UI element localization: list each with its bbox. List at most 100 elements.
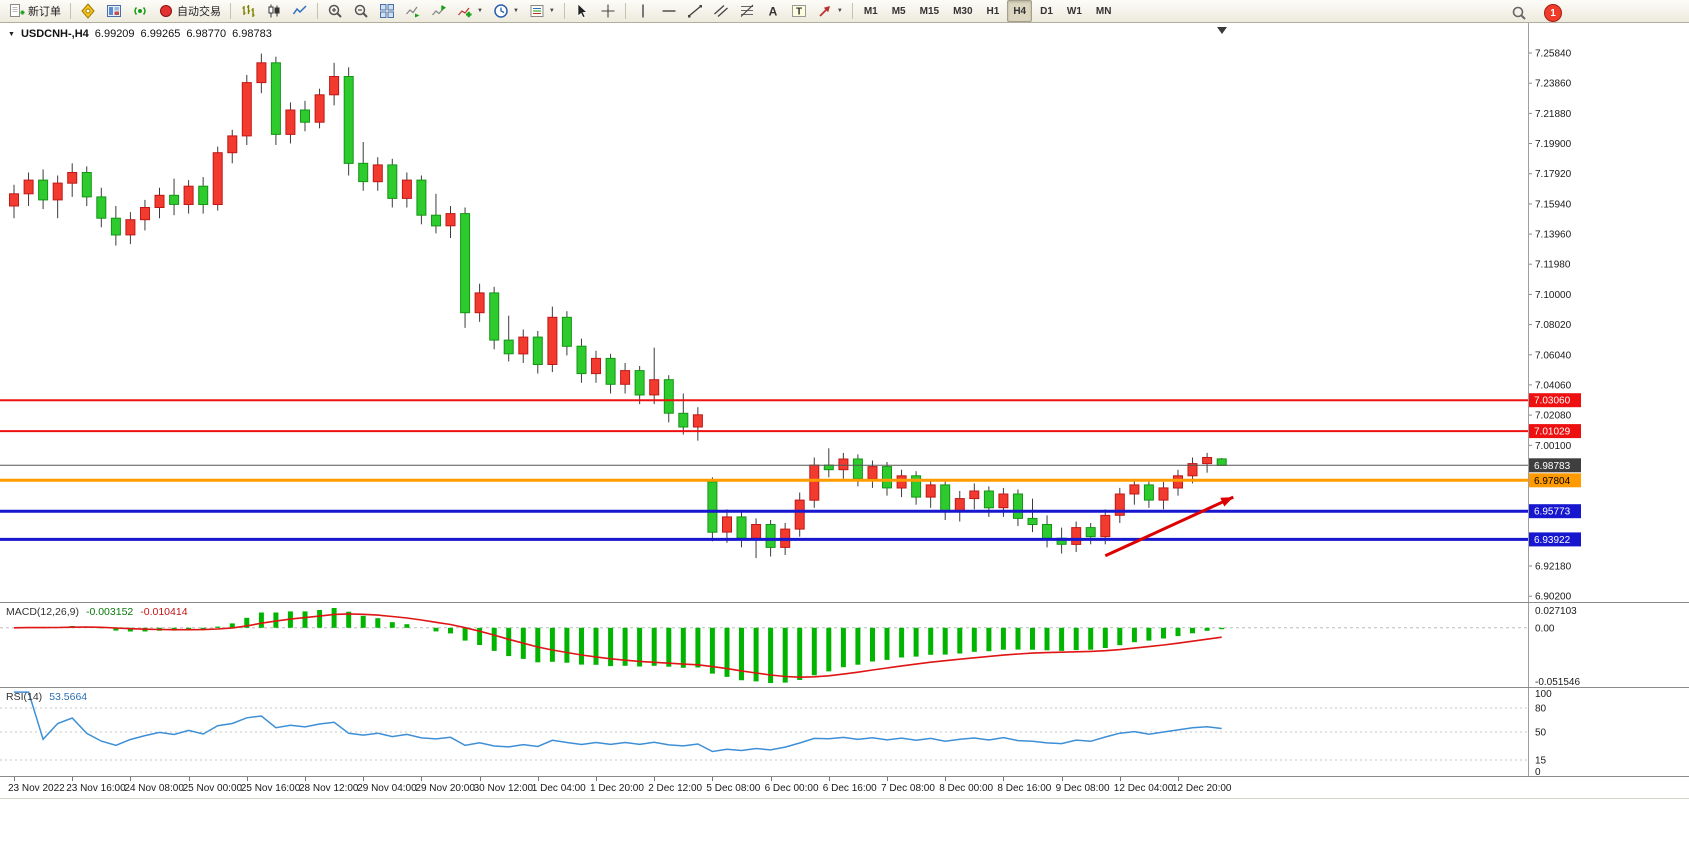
cursor-button[interactable] (570, 0, 594, 22)
chart-symbol-period: USDCNH-,H4 (20, 28, 89, 40)
candle (561, 311, 572, 356)
channel-button[interactable] (709, 0, 733, 22)
candle (1042, 515, 1052, 548)
macd-value: -0.003152 (85, 606, 134, 618)
svg-text:T: T (796, 7, 802, 18)
timeframe-button-m15[interactable]: M15 (919, 5, 940, 17)
rsi-label: RSI(14) 53.5664 (6, 691, 87, 703)
price-tick-label: 7.02080 (1535, 411, 1572, 422)
macd-signal-value: -0.010414 (140, 606, 188, 618)
time-axis[interactable]: 23 Nov 2022 23 Nov 16:00 24 Nov 08:00 25 No… (0, 777, 1689, 798)
time-label: 5 Dec 08:00 (706, 783, 761, 794)
timeframe-button-h1[interactable]: H1 (986, 5, 1000, 17)
zoom-out-button[interactable] (349, 0, 373, 22)
chart-line-icon (292, 3, 308, 19)
chart-candles-button[interactable] (262, 0, 286, 22)
autotrading-button[interactable]: 自动交易 (154, 0, 225, 22)
panel-divider[interactable] (0, 687, 1689, 688)
trendline-button[interactable] (683, 0, 707, 22)
notification-badge[interactable]: 1 (1544, 4, 1562, 22)
timeframe-button-d1[interactable]: D1 (1040, 5, 1053, 17)
panel-divider[interactable] (0, 776, 1689, 777)
timeframe-button-m1[interactable]: M1 (863, 5, 878, 17)
rsi-line (14, 691, 1222, 753)
price-badge-label: 6.98783 (1534, 461, 1571, 472)
candle (343, 67, 354, 176)
timeframe-button-h4[interactable]: H4 (1007, 0, 1033, 22)
text-label-button[interactable]: T (787, 0, 811, 22)
price-chart-panel[interactable]: 7.03060 7.01029 6.98783 6.97804 6.95773 6.939… (0, 23, 1689, 603)
time-label: 23 Nov 2022 (8, 783, 65, 794)
macd-name: MACD(12,26,9) (6, 606, 79, 618)
candle (1129, 478, 1140, 505)
candle (198, 177, 209, 214)
price-badge (1529, 393, 1581, 408)
chart-bars-icon (240, 3, 256, 19)
time-label: 25 Nov 00:00 (182, 783, 243, 794)
timeframe-button-mn[interactable]: MN (1095, 5, 1112, 17)
candle (81, 166, 92, 206)
signals-button[interactable] (128, 0, 152, 22)
fibonacci-button[interactable] (735, 0, 759, 22)
rsi-panel[interactable]: 100 80 50 150 (0, 688, 1689, 777)
price-tick-label: 7.00100 (1535, 441, 1572, 452)
ohlc-low: 6.98770 (186, 28, 227, 40)
cursor-icon (574, 3, 590, 19)
chart-candles-icon (266, 3, 282, 19)
timeframe-button-w1[interactable]: W1 (1066, 5, 1082, 17)
candle (38, 169, 49, 210)
time-tick (14, 777, 15, 781)
timeframe-button-m5[interactable]: M5 (891, 5, 906, 17)
candle (1071, 521, 1082, 552)
arrows-button[interactable]: ▼ (813, 0, 847, 22)
panel-divider[interactable] (0, 602, 1689, 603)
indicators-button[interactable]: ▼ (453, 0, 487, 22)
chart-shift-button[interactable] (427, 0, 451, 22)
toolbar-separator (317, 3, 318, 19)
time-tick (421, 777, 423, 781)
candle (154, 187, 165, 219)
trend-arrow[interactable] (1104, 495, 1234, 558)
candle (707, 477, 718, 542)
time-label: 2 Dec 12:00 (648, 783, 703, 794)
rsi-scale-label: 0 (1535, 767, 1541, 777)
terminal-button[interactable] (102, 0, 126, 22)
time-tick (1003, 777, 1005, 781)
toolbar-right-group: 1 (1506, 2, 1562, 24)
vertical-line-button[interactable] (631, 0, 655, 22)
time-tick (305, 777, 306, 781)
time-tick (363, 777, 365, 781)
time-tick (596, 777, 597, 781)
toolbar-separator (563, 3, 565, 19)
time-label: 9 Dec 08:00 (1055, 783, 1110, 794)
terminal-icon (106, 3, 122, 19)
compass-icon (80, 3, 96, 19)
auto-scroll-button[interactable] (401, 0, 425, 22)
crosshair-button[interactable] (596, 0, 620, 22)
candle (663, 375, 674, 423)
candle (110, 206, 121, 246)
time-label: 30 Nov 12:00 (473, 783, 534, 794)
macd-panel[interactable]: 0.027103 0.00 -0.051546 (0, 603, 1689, 688)
zoom-in-button[interactable] (323, 0, 347, 22)
new-order-button[interactable]: 新订单 (5, 0, 65, 22)
chart-bars-button[interactable] (236, 0, 260, 22)
tile-windows-button[interactable] (375, 0, 399, 22)
chart-line-button[interactable] (288, 0, 312, 22)
periods-button[interactable]: ▼ (489, 0, 523, 22)
metaeditor-button[interactable] (76, 0, 100, 22)
text-button[interactable]: A (761, 0, 785, 22)
zoom-out-icon (353, 3, 369, 19)
horizontal-line-button[interactable] (657, 0, 681, 22)
zoom-in-icon (327, 3, 343, 19)
chart-shift-marker-icon[interactable] (1217, 27, 1227, 34)
price-tick-label: 7.23860 (1535, 79, 1572, 90)
price-tick-label: 7.21880 (1535, 109, 1572, 120)
channel-icon (713, 3, 729, 19)
templates-button[interactable]: ▼ (525, 0, 559, 22)
price-tick-label: 6.92180 (1535, 562, 1572, 573)
search-button[interactable] (1507, 2, 1531, 24)
timeframe-button-m30[interactable]: M30 (953, 5, 973, 17)
candle (794, 492, 805, 537)
time-tick (712, 777, 714, 781)
